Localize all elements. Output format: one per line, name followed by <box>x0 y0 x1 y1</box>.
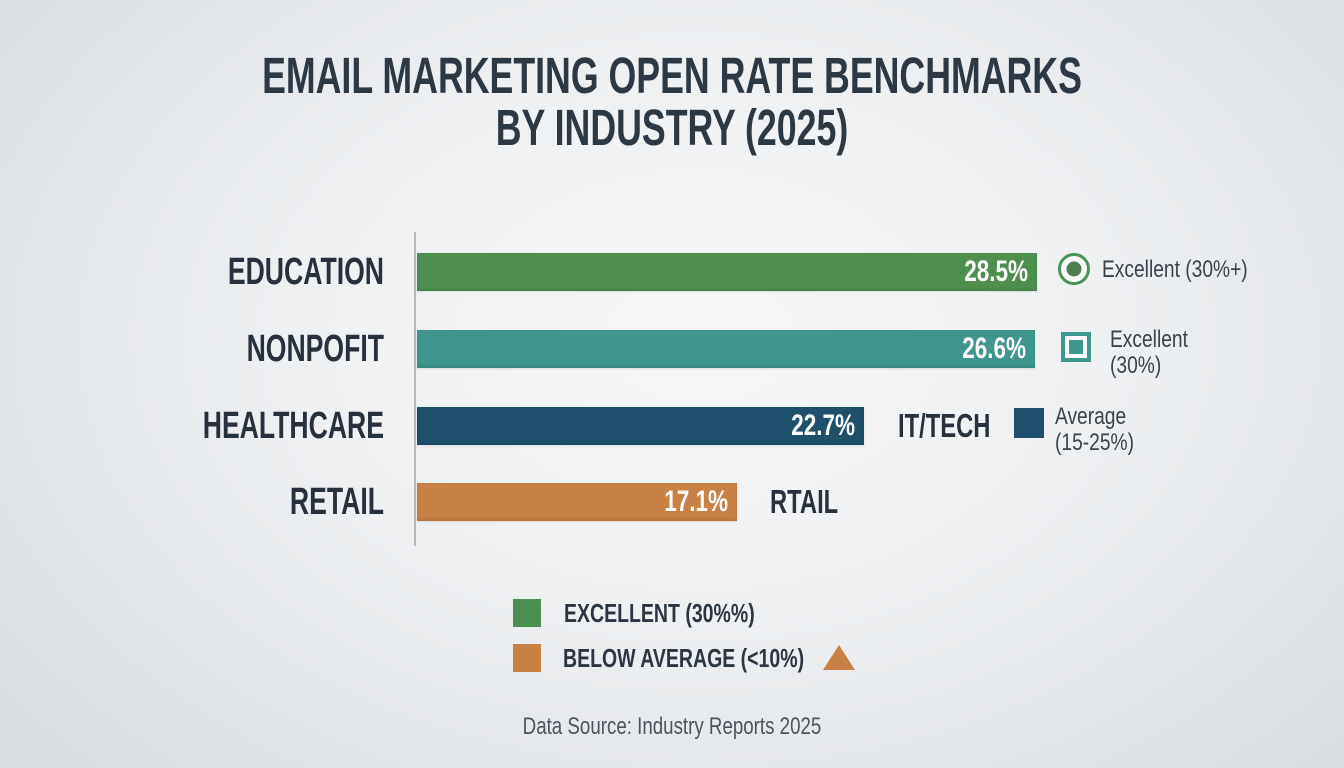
side-legend-item-excellent-30: Excellent (30%) <box>1061 326 1344 386</box>
bar-healthcare: 22.7% <box>417 407 864 445</box>
side-legend-label-line1: Average <box>1055 403 1127 430</box>
bar-value-label: 17.1% <box>664 485 728 518</box>
category-label-healthcare: HEALTHCARE <box>202 405 384 447</box>
side-legend-label: Excellent (30%+) <box>1102 256 1248 283</box>
side-legend-item-excellent-30plus: Excellent (30%+) <box>1058 253 1344 289</box>
square-filled-icon <box>1014 408 1044 438</box>
bottom-legend-label: EXCELLENT (30%%) <box>564 598 755 628</box>
radio-dot <box>1066 261 1082 277</box>
bar-education: 28.5% <box>417 253 1037 291</box>
bar-value-label: 26.6% <box>962 332 1026 365</box>
bottom-legend-item-excellent: EXCELLENT (30%%) <box>513 598 913 628</box>
side-legend-item-average: Average (15-25%) <box>1014 403 1344 462</box>
bar-nonpofit: 26.6% <box>417 330 1035 368</box>
chart-title-line2: BY INDUSTRY (2025) <box>495 99 849 156</box>
bar-annotation: RTAIL <box>770 483 839 520</box>
square-outline-icon <box>1061 332 1091 362</box>
green-swatch-icon <box>513 599 541 627</box>
side-legend-label-line2: (30%) <box>1110 352 1162 379</box>
bar-retail: 17.1% <box>417 483 737 521</box>
triangle-icon <box>823 645 855 670</box>
category-label-nonpofit: NONPOFIT <box>246 328 384 370</box>
chart-title-line1: EMAIL MARKETING OPEN RATE BENCHMARKS <box>262 47 1082 104</box>
chart-title: EMAIL MARKETING OPEN RATE BENCHMARKS BY … <box>0 50 1344 154</box>
radio-circle-icon <box>1058 253 1090 285</box>
bottom-legend-item-below-average: BELOW AVERAGE (<10%) <box>513 643 913 673</box>
bar-value-label: 22.7% <box>791 409 855 442</box>
bar-annotation: IT/TECH <box>898 407 991 444</box>
y-axis-line <box>414 232 416 546</box>
side-legend-label-line2: (15-25%) <box>1055 429 1134 456</box>
square-inner-fill <box>1069 340 1083 354</box>
bar-value-label: 28.5% <box>964 255 1028 288</box>
orange-swatch-icon <box>513 644 541 672</box>
bottom-legend-label: BELOW AVERAGE (<10%) <box>563 643 805 673</box>
category-label-education: EDUCATION <box>227 251 384 293</box>
side-legend-label-line1: Excellent <box>1110 326 1188 353</box>
data-source-text: Data Source: Industry Reports 2025 <box>522 713 822 740</box>
category-label-retail: RETAIL <box>289 481 384 523</box>
